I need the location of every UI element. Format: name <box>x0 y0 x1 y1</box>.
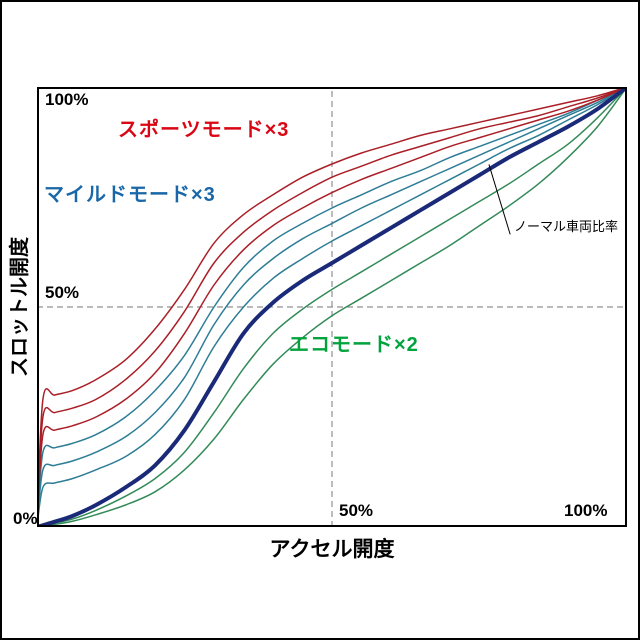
x-tick-50: 50% <box>339 501 374 520</box>
normal-ratio-label: ノーマル車両比率 <box>514 219 619 234</box>
y-axis-title: スロットル開度 <box>9 237 31 377</box>
x-tick-100: 100% <box>564 501 608 520</box>
x-axis-title: アクセル開度 <box>269 538 395 561</box>
origin-tick: 0% <box>13 509 38 528</box>
plot-svg <box>37 87 627 527</box>
sport-mode-label: スポーツモード×3 <box>118 119 290 141</box>
eco-mode-label: エコモード×2 <box>289 334 419 356</box>
y-tick-50: 50% <box>45 283 80 302</box>
mild-mode-label: マイルドモード×3 <box>44 184 216 206</box>
y-tick-100: 100% <box>45 90 89 109</box>
